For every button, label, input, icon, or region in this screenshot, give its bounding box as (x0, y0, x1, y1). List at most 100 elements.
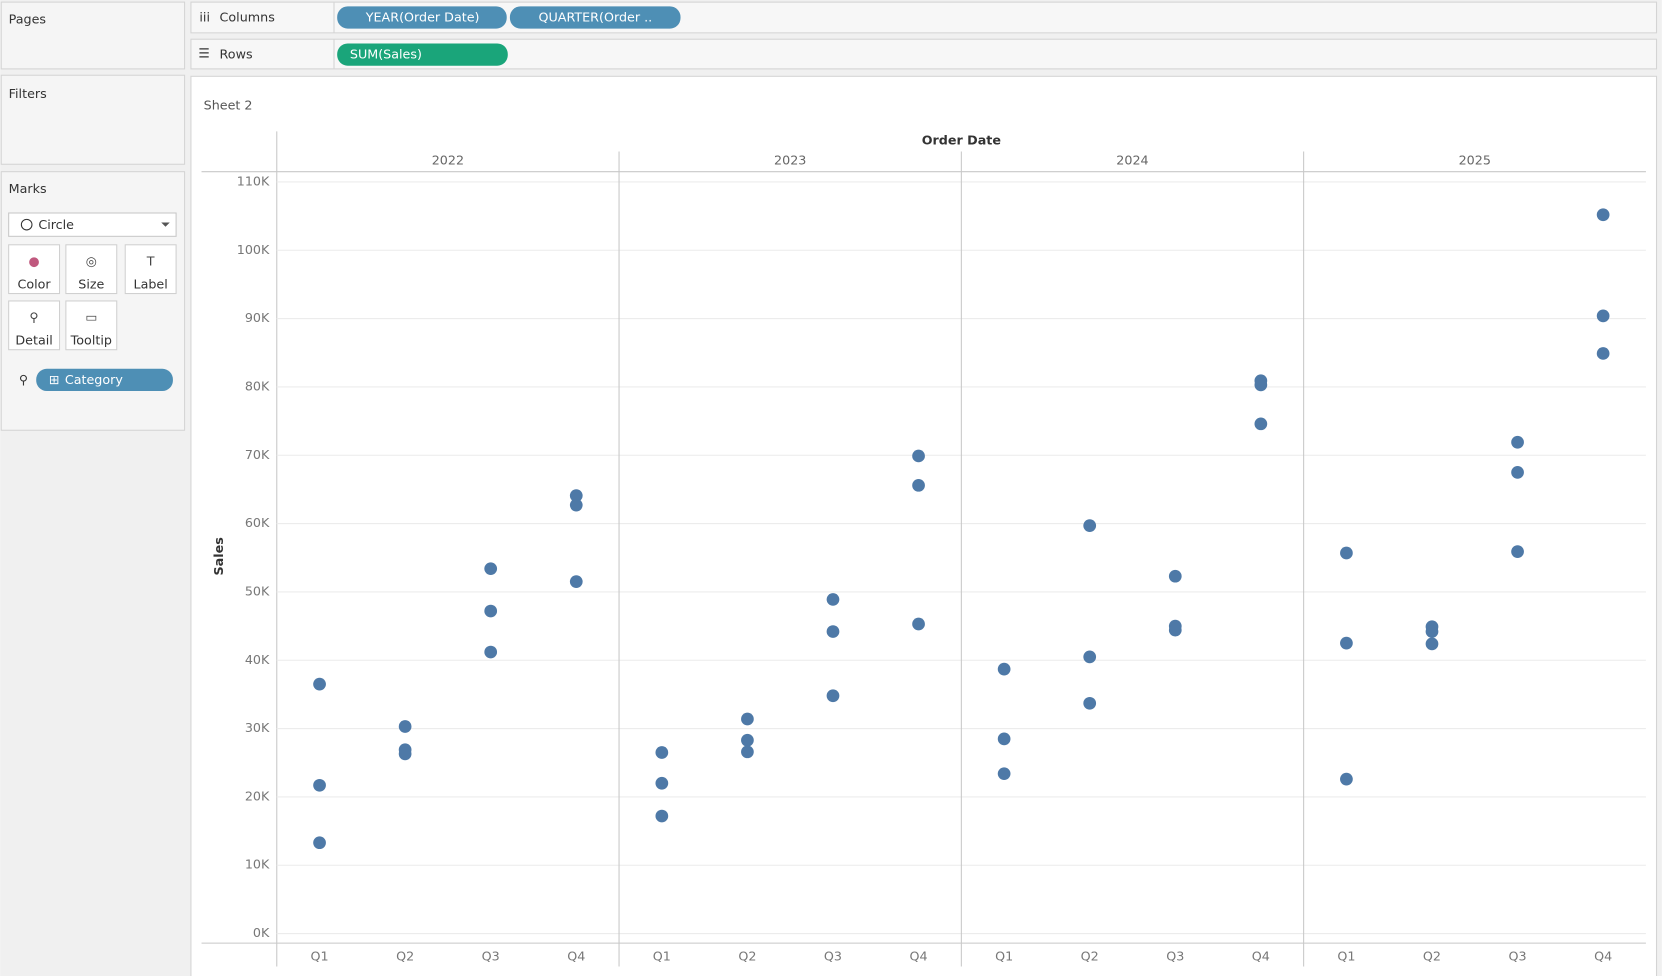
y-tick-label: 10K (245, 857, 270, 872)
point (741, 733, 754, 747)
point (912, 617, 925, 631)
y-tick-label: 50K (245, 583, 270, 598)
mark-button[interactable] (8, 300, 61, 351)
column-pill-label: QUARTER(Order .. (539, 10, 653, 25)
mark-type: Circle (38, 217, 74, 232)
y-tick-label: 110K (237, 173, 270, 188)
dropdown-arrow (161, 222, 170, 227)
point (912, 449, 925, 463)
mark-button-icon: ▭ (85, 309, 97, 324)
mark-button-icon: ◎ (86, 253, 97, 268)
point (997, 732, 1011, 746)
x-tick-label: Q4 (1594, 948, 1612, 963)
x-tick-label: Q1 (311, 948, 329, 963)
x-tick-label: Q2 (738, 948, 756, 963)
point (655, 809, 669, 823)
marks-title: Marks (9, 181, 47, 196)
point (1425, 625, 1439, 638)
row-pill-label: SUM(Sales) (350, 47, 422, 62)
mark-button-icon: T (146, 253, 155, 268)
mark-button-label: Size (78, 277, 104, 292)
mark-button-label: Color (18, 277, 52, 292)
year-header: 2022 (432, 153, 464, 168)
mark-type-dropdown[interactable] (8, 212, 177, 237)
mark-button-icon: ● (29, 253, 40, 268)
x-tick-label: Q2 (1423, 948, 1441, 963)
point (1511, 465, 1524, 479)
x-tick-label: Q4 (910, 948, 928, 963)
detail-icon: ⚲ (19, 372, 28, 387)
point (912, 478, 925, 492)
point (484, 645, 498, 659)
point (313, 836, 326, 850)
point (997, 767, 1011, 781)
point (1168, 569, 1182, 583)
mark-button-icon: ⚲ (29, 309, 38, 324)
x-tick-label: Q4 (1252, 948, 1270, 963)
circle-icon (20, 218, 33, 231)
y-tick-label: 20K (245, 788, 270, 803)
column-pill[interactable] (337, 6, 507, 29)
y-tick-label: 90K (245, 310, 270, 325)
year-header: 2025 (1459, 153, 1491, 168)
point (569, 575, 583, 589)
plot: 0K 10K 20K 30K 40K 50K 60K 70K 80K 90K 100K 110K 202… (201, 131, 1646, 967)
year-header: 2024 (1116, 153, 1148, 168)
point (1596, 309, 1610, 323)
y-tick-label: 30K (245, 720, 270, 735)
pages-shelf (0, 1, 186, 70)
point (398, 747, 412, 761)
point (569, 498, 583, 512)
mark-button[interactable] (65, 244, 118, 295)
point (826, 593, 840, 606)
point (1168, 623, 1182, 637)
x-tick-label: Q3 (482, 948, 500, 963)
point (484, 562, 498, 576)
mark-button[interactable] (8, 244, 61, 295)
x-tick-label: Q1 (995, 948, 1013, 963)
point (313, 778, 326, 792)
point (1596, 208, 1610, 222)
point (1083, 696, 1097, 710)
point (741, 745, 754, 759)
point (826, 689, 840, 703)
mark-button[interactable] (65, 300, 118, 351)
point (1083, 650, 1097, 664)
x-tick-label: Q3 (824, 948, 842, 963)
x-tick-label: Q1 (653, 948, 671, 963)
pill-expand-icon: ⊞ (49, 372, 60, 387)
x-header: Order Date (922, 132, 1001, 147)
point (655, 746, 669, 759)
point (313, 677, 326, 691)
rows-icon: ☰ (198, 46, 209, 61)
detail-pill[interactable] (36, 368, 173, 392)
point (826, 625, 840, 638)
mark-button-label: Tooltip (70, 333, 112, 348)
y-tick-label: 70K (245, 447, 270, 462)
filters-title: Filters (9, 86, 47, 101)
point (1511, 545, 1524, 558)
filters-shelf (0, 74, 186, 165)
point (741, 712, 754, 726)
point (398, 720, 412, 733)
row-pill[interactable] (337, 43, 508, 66)
rows-label: Rows (220, 47, 253, 62)
point (1254, 417, 1268, 431)
x-tick-label: Q4 (567, 948, 585, 963)
point (484, 604, 498, 618)
view-pane (190, 75, 1658, 976)
y-tick-label: 80K (245, 378, 270, 393)
x-tick-label: Q2 (1081, 948, 1099, 963)
column-pill[interactable] (509, 6, 681, 29)
columns-icon: iii (199, 10, 210, 25)
mark-buttons: ● Color ◎ Size T Label ⚲ Detail ▭ Tooltip ⚲ (8, 244, 177, 387)
point (1511, 435, 1524, 449)
point (569, 489, 583, 502)
detail-pill-label: Category (65, 372, 124, 387)
point (1596, 347, 1610, 360)
mark-button[interactable] (124, 244, 177, 295)
sheet-title: Sheet 2 (204, 97, 253, 112)
column-pill-label: YEAR(Order Date) (365, 10, 480, 25)
